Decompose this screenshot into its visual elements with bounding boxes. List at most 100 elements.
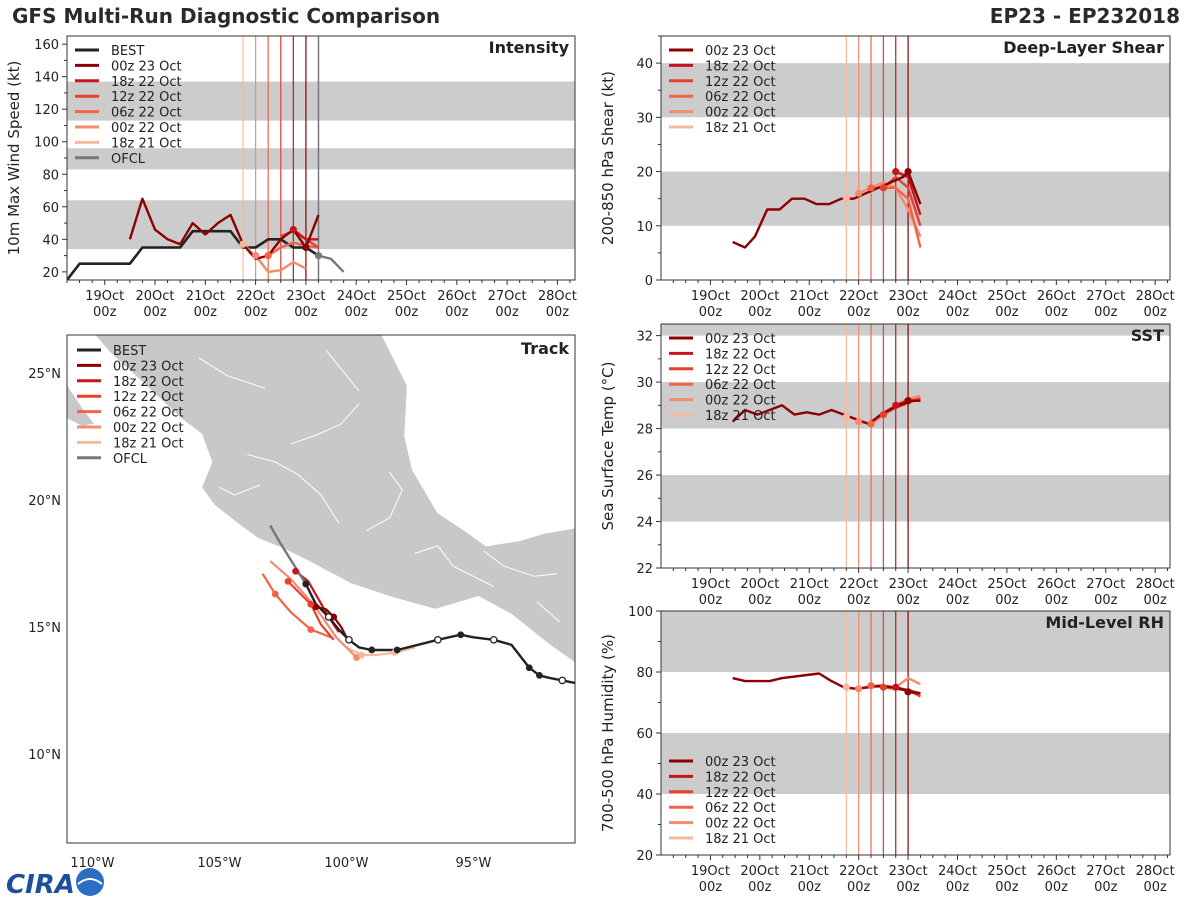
best-point	[536, 672, 543, 679]
y-tick-label: 26	[636, 469, 653, 484]
y-tick-label: 160	[34, 38, 59, 53]
x-tick-label: 25Oct	[987, 289, 1026, 304]
x-tick-label: 00z	[847, 880, 871, 895]
lat-label: 20°N	[28, 494, 61, 509]
x-tick-label: 00z	[995, 593, 1019, 608]
panel-sst: 22242628303219Oct00z20Oct00z21Oct00z22Oc…	[599, 324, 1175, 608]
legend-label: 06z 22 Oct	[113, 406, 184, 421]
series-point	[904, 397, 911, 404]
best-point	[457, 631, 464, 638]
x-tick-label: 00z	[946, 880, 970, 895]
y-tick-label: 60	[636, 727, 653, 742]
y-axis-label: Sea Surface Temp (°C)	[599, 361, 617, 530]
series-point	[290, 226, 297, 233]
series-point	[904, 168, 911, 175]
x-tick-label: 24Oct	[938, 289, 977, 304]
x-tick-label: 00z	[699, 593, 723, 608]
best-point	[368, 647, 375, 654]
legend-label: 12z 22 Oct	[113, 390, 184, 405]
legend-label: 00z 23 Oct	[705, 332, 776, 347]
y-tick-label: 30	[636, 376, 653, 391]
legend-label: 00z 22 Oct	[705, 106, 776, 121]
x-tick-label: 00z	[244, 305, 268, 320]
panel-title: Deep-Layer Shear	[1003, 38, 1164, 57]
x-tick-label: 00z	[1045, 880, 1069, 895]
x-tick-label: 20Oct	[136, 289, 175, 304]
y-axis-label: 10m Max Wind Speed (kt)	[5, 61, 23, 256]
series-point	[880, 684, 887, 691]
y-tick-label: 80	[636, 666, 653, 681]
legend-label: 06z 22 Oct	[705, 801, 776, 816]
y-tick-label: 10	[636, 220, 653, 235]
legend-label: 18z 22 Oct	[111, 75, 182, 90]
legend-label: 18z 21 Oct	[705, 121, 776, 136]
x-tick-label: 00z	[1045, 593, 1069, 608]
y-tick-label: 20	[636, 166, 653, 181]
series-point	[880, 184, 887, 191]
legend-label: 12z 22 Oct	[111, 90, 182, 105]
x-tick-label: 28Oct	[1136, 289, 1175, 304]
series-line	[733, 674, 921, 694]
x-tick-label: 20Oct	[740, 577, 779, 592]
y-tick-label: 30	[636, 111, 653, 126]
panel-rh: 2040608010019Oct00z20Oct00z21Oct00z22Oct…	[599, 605, 1175, 895]
x-tick-label: 28Oct	[1136, 864, 1175, 879]
x-tick-label: 00z	[896, 880, 920, 895]
panel-intensity: 2040608010012014016019Oct00z20Oct00z21Oc…	[5, 36, 577, 320]
x-tick-label: 21Oct	[790, 864, 829, 879]
x-tick-label: 28Oct	[1136, 577, 1175, 592]
legend-label: OFCL	[111, 152, 146, 167]
x-tick-label: 23Oct	[889, 577, 928, 592]
x-tick-label: 26Oct	[1037, 864, 1076, 879]
legend-label: 00z 22 Oct	[113, 421, 184, 436]
panel-title: Mid-Level RH	[1045, 613, 1164, 632]
x-tick-label: 24Oct	[938, 577, 977, 592]
ofcl-point	[315, 252, 322, 259]
legend-label: 12z 22 Oct	[705, 363, 776, 378]
y-tick-label: 24	[636, 516, 653, 531]
track-point	[285, 578, 292, 585]
x-tick-label: 00z	[1094, 593, 1118, 608]
x-tick-label: 19Oct	[691, 864, 730, 879]
y-tick-label: 80	[42, 168, 59, 183]
x-tick-label: 25Oct	[987, 577, 1026, 592]
x-tick-label: 00z	[93, 305, 117, 320]
panel-title: Track	[521, 339, 569, 358]
x-tick-label: 00z	[946, 305, 970, 320]
series-point	[880, 411, 887, 418]
x-tick-label: 00z	[798, 593, 822, 608]
legend-label: 18z 22 Oct	[705, 59, 776, 74]
x-tick-label: 26Oct	[1037, 289, 1076, 304]
legend-label: 06z 22 Oct	[111, 106, 182, 121]
x-tick-label: 24Oct	[337, 289, 376, 304]
x-tick-label: 00z	[946, 593, 970, 608]
x-tick-label: 28Oct	[538, 289, 577, 304]
y-tick-label: 140	[34, 71, 59, 86]
lon-label: 95°W	[455, 856, 491, 871]
y-tick-label: 32	[636, 330, 653, 345]
track-point	[272, 591, 279, 598]
x-tick-label: 00z	[1143, 880, 1167, 895]
x-tick-label: 19Oct	[691, 289, 730, 304]
legend-label: 18z 21 Oct	[705, 832, 776, 847]
x-tick-label: 25Oct	[987, 864, 1026, 879]
lat-label: 25°N	[28, 367, 61, 382]
x-tick-label: 00z	[294, 305, 318, 320]
series-point	[843, 413, 850, 420]
x-tick-label: 25Oct	[387, 289, 426, 304]
best-point-open	[491, 637, 497, 643]
cira-logo-text: CIRA	[6, 870, 75, 900]
x-tick-label: 21Oct	[790, 577, 829, 592]
legend-label: 12z 22 Oct	[705, 75, 776, 90]
track-point	[292, 568, 299, 575]
series-point	[867, 682, 874, 689]
x-tick-label: 00z	[995, 305, 1019, 320]
y-tick-label: 100	[34, 136, 59, 151]
lon-label: 100°W	[324, 856, 368, 871]
x-tick-label: 00z	[1143, 305, 1167, 320]
y-tick-label: 40	[636, 57, 653, 72]
x-tick-label: 26Oct	[437, 289, 476, 304]
y-tick-label: 40	[636, 788, 653, 803]
y-tick-label: 20	[42, 266, 59, 281]
cira-logo: CIRA	[6, 868, 104, 900]
